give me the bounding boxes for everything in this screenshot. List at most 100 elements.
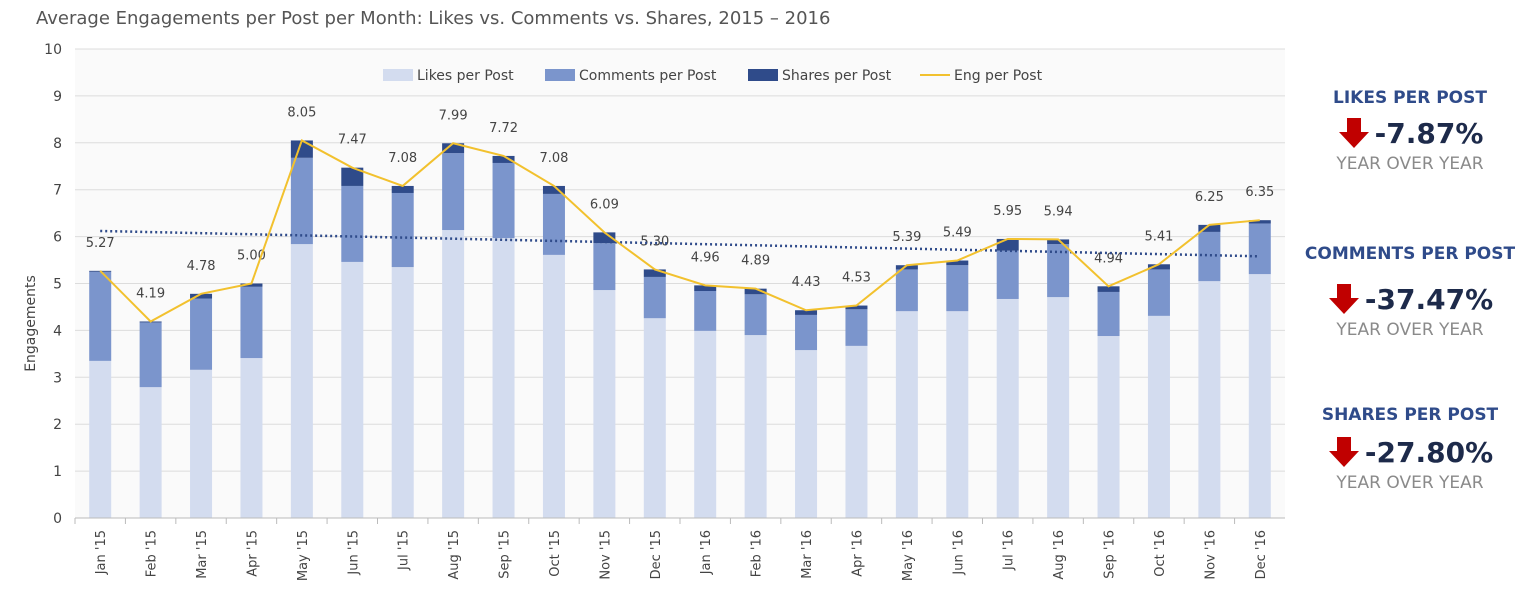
bar-comments-per-post [442,153,465,231]
x-tick-label: Aug '16 [1052,530,1067,580]
data-label: 7.47 [338,133,367,148]
data-label: 5.00 [237,249,266,264]
x-tick-label: Aug '15 [447,530,462,580]
kpi-value: -37.47% [1364,282,1494,316]
data-label: 4.89 [741,254,770,269]
bar-likes-per-post [341,261,364,518]
bar-likes-per-post [442,230,465,518]
y-tick-label: 9 [53,89,62,105]
eng-per-post-line [99,139,1260,323]
comments-kpi: COMMENTS PER POST -37.47% YEAR OVER YEAR [1290,244,1530,340]
x-tick-label: Apr '15 [245,530,260,577]
bar-likes-per-post [139,387,162,518]
bar-comments-per-post [845,309,868,346]
bar-shares-per-post [1147,264,1170,270]
bar-shares-per-post [593,232,616,244]
bar-likes-per-post [391,267,414,518]
bar-shares-per-post [744,288,767,295]
bar-likes-per-post [492,238,515,518]
x-tick-label: Jan '16 [699,530,714,575]
data-label: 4.78 [187,259,216,274]
bar-shares-per-post [240,283,263,287]
bar-shares-per-post [1047,239,1070,245]
bar-comments-per-post [89,271,112,361]
data-label: 5.27 [86,236,115,251]
bar-likes-per-post [694,330,717,518]
x-tick-label: Apr '16 [850,530,865,577]
x-tick-label: Dec '15 [649,530,664,579]
bar-likes-per-post [1198,281,1221,518]
bar-likes-per-post [240,358,263,518]
bar-shares-per-post [1097,286,1120,292]
bar-likes-per-post [744,335,767,518]
bar-shares-per-post [341,167,364,186]
bar-comments-per-post [492,162,515,239]
bar-shares-per-post [442,143,465,154]
x-tick-label: Mar '16 [800,530,815,579]
x-tick-label: Jun '16 [951,530,966,576]
legend-swatch [545,69,575,81]
bar-likes-per-post [946,311,969,518]
data-label: 6.35 [1245,185,1274,200]
arrow-down-icon [1338,118,1369,148]
y-tick-label: 3 [53,370,62,386]
y-tick-label: 0 [53,511,62,527]
bar-comments-per-post [1198,231,1221,282]
bar-shares-per-post [542,185,565,194]
y-tick-label: 2 [53,417,62,433]
data-label: 4.43 [792,275,821,290]
data-label: 8.05 [287,105,316,120]
data-label: 7.08 [388,151,417,166]
data-label: 6.09 [590,197,619,212]
kpi-sub: YEAR OVER YEAR [1336,154,1484,174]
x-tick-label: Sep '15 [498,530,513,579]
x-tick-label: Jan '15 [94,530,109,575]
bar-likes-per-post [1248,274,1271,518]
x-tick-label: Sep '16 [1103,530,1118,579]
data-label: 7.08 [539,151,568,166]
trendline [100,229,1260,258]
y-tick-label: 8 [53,136,62,152]
bar-comments-per-post [290,157,313,245]
bar-comments-per-post [795,314,818,351]
bar-comments-per-post [744,294,767,336]
x-tick-label: Jul '16 [1002,530,1017,571]
bar-comments-per-post [996,250,1019,299]
x-tick-label: Dec '16 [1254,530,1269,579]
bar-shares-per-post [694,285,717,292]
x-tick-label: Nov '15 [598,530,613,580]
bar-comments-per-post [1047,244,1070,298]
bar-shares-per-post [1198,224,1221,232]
kpi-heading: COMMENTS PER POST [1304,244,1516,264]
bar-comments-per-post [341,185,364,262]
x-tick-label: Nov '16 [1203,530,1218,580]
bar-shares-per-post [492,155,515,163]
legend-swatch [383,69,413,81]
chart-title: Average Engagements per Post per Month: … [36,8,831,29]
kpi-heading: SHARES PER POST [1321,405,1499,425]
bar-shares-per-post [996,238,1019,251]
bar-comments-per-post [946,265,969,312]
y-tick-label: 4 [53,323,62,339]
bar-comments-per-post [1097,291,1120,337]
bar-comments-per-post [694,291,717,331]
legend-swatch [748,69,778,81]
bar-shares-per-post [795,310,818,315]
bar-likes-per-post [190,369,213,518]
data-label: 5.94 [1044,204,1073,219]
x-tick-label: Mar '15 [195,530,210,579]
x-tick-label: Feb '15 [145,530,160,577]
data-label: 4.96 [691,250,720,265]
y-axis-label: Engagements [23,275,39,372]
kpi-value: -27.80% [1364,435,1494,469]
data-label: 7.99 [439,108,468,123]
bar-comments-per-post [542,193,565,255]
bar-comments-per-post [1248,223,1271,275]
legend-label: Eng per Post [954,68,1043,84]
bar-shares-per-post [895,265,918,270]
bar-shares-per-post [946,260,969,266]
bar-likes-per-post [290,244,313,518]
bar-likes-per-post [845,345,868,518]
kpi-sub: YEAR OVER YEAR [1336,320,1484,340]
y-tick-label: 10 [44,42,62,58]
